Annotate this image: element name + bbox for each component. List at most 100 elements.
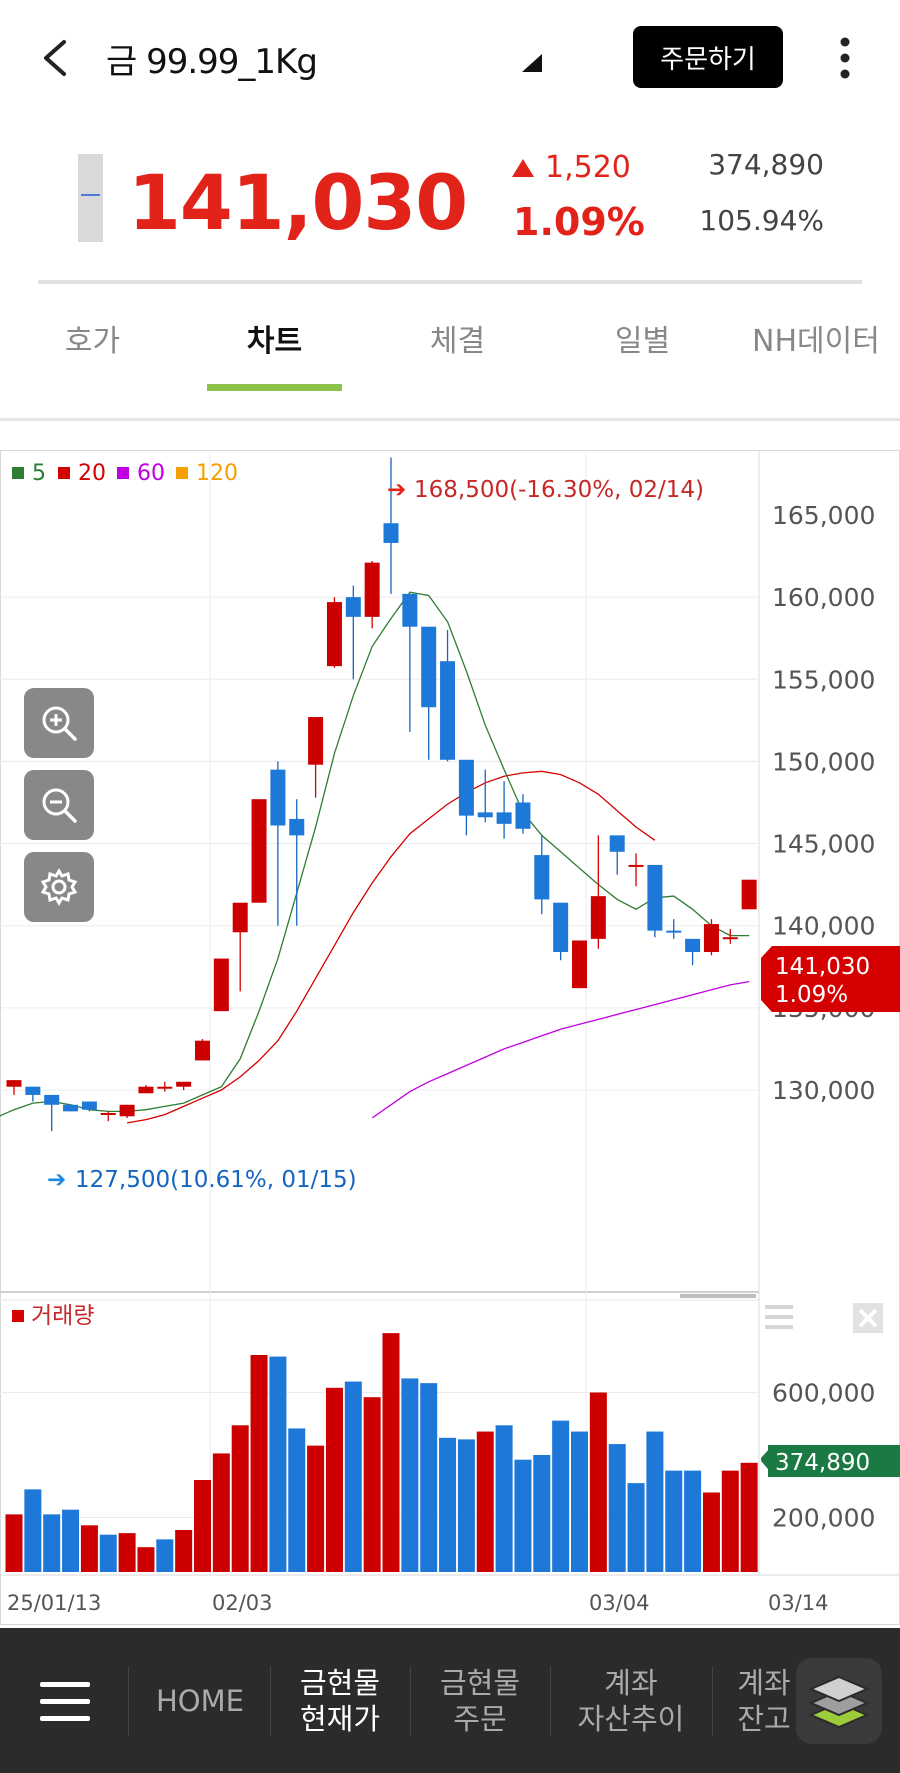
- bottom-nav: HOME 금현물 현재가 금현물 주문 계좌 자산추이 계좌 잔고: [0, 1628, 900, 1773]
- price-axis-labels: 165,000 160,000 155,000 150,000 145,000 140,0…: [772, 501, 875, 1105]
- tab-trades[interactable]: 체결: [429, 324, 486, 359]
- volume-bar: [175, 1530, 193, 1572]
- volume-tick-label: 600,000: [772, 1379, 875, 1408]
- nav-gold-order[interactable]: 금현물 주문: [412, 1628, 548, 1773]
- volume-bar: [156, 1539, 174, 1572]
- tab-daily[interactable]: 일별: [614, 324, 671, 359]
- volume-bar: [740, 1462, 758, 1572]
- nav-gold-quote[interactable]: 금현물 현재가: [272, 1628, 408, 1773]
- nav-home-label: HOME: [156, 1683, 244, 1718]
- price-tick-label: 145,000: [772, 830, 875, 859]
- pane-menu-icon[interactable]: [765, 1305, 793, 1329]
- price-indicator-box: [78, 154, 103, 242]
- ma20-line: [126, 770, 656, 1124]
- nav-gold-quote-label: 금현물 현재가: [299, 1665, 381, 1736]
- candle-body: [609, 835, 625, 852]
- divider: [0, 418, 900, 421]
- candle-body: [251, 799, 267, 903]
- candle-body: [572, 940, 587, 989]
- volume-bar: [269, 1356, 287, 1572]
- nav-asset-trend[interactable]: 계좌 자산추이: [552, 1628, 710, 1773]
- volume-bar: [533, 1455, 551, 1572]
- tab-nh-data[interactable]: NH데이터: [752, 324, 880, 359]
- tab-chart[interactable]: 차트: [246, 324, 303, 359]
- more-vertical-icon: [840, 37, 850, 79]
- candle-body: [195, 1040, 210, 1061]
- candle-body: [722, 937, 738, 940]
- candle-body: [553, 902, 569, 952]
- legend-swatch-ma60: [117, 467, 129, 479]
- current-price: 141,030: [128, 158, 468, 247]
- volume-bar: [571, 1431, 588, 1572]
- volume-bar: [665, 1470, 683, 1572]
- legend-ma120: 120: [196, 461, 238, 486]
- volume-bar: [62, 1509, 80, 1572]
- dropdown-caret-icon[interactable]: [522, 54, 542, 72]
- date-tick-label: 25/01/13: [7, 1591, 101, 1615]
- legend-swatch-ma20: [58, 467, 70, 479]
- candle-body: [270, 769, 286, 826]
- price-chart[interactable]: 165,000 160,000 155,000 150,000 145,000 140,0…: [0, 450, 900, 1625]
- chart-area[interactable]: 165,000 160,000 155,000 150,000 145,000 140,0…: [0, 450, 900, 1625]
- candle-body: [326, 602, 342, 667]
- menu-button[interactable]: [30, 1672, 100, 1730]
- zoom-in-button[interactable]: [24, 688, 94, 758]
- candle-body: [628, 864, 644, 867]
- order-button[interactable]: 주문하기: [633, 26, 783, 88]
- volume-bar: [137, 1547, 155, 1572]
- candle-body: [44, 1094, 60, 1105]
- ma-legend: 5 20 60 120: [12, 461, 238, 486]
- candle-body: [666, 930, 682, 933]
- chart-settings-button[interactable]: [24, 852, 94, 922]
- pane-close-icon[interactable]: [853, 1303, 883, 1333]
- layers-button[interactable]: [796, 1658, 882, 1744]
- more-button[interactable]: [830, 30, 860, 86]
- volume-bar: [457, 1439, 475, 1572]
- candle-body: [741, 879, 757, 910]
- nav-balance[interactable]: 계좌 잔고: [714, 1628, 814, 1773]
- volume-bar: [212, 1453, 230, 1572]
- volume-bar: [5, 1514, 23, 1572]
- volume-bar: [721, 1470, 739, 1572]
- candle-body: [496, 812, 512, 824]
- volume-bar: [476, 1431, 494, 1572]
- candle-body: [345, 597, 361, 617]
- volume-bar: [684, 1470, 702, 1572]
- badge-rate: 1.09%: [775, 982, 848, 1008]
- low-price-annotation: 127,500(10.61%, 01/15): [75, 1167, 357, 1193]
- current-price-badge: 141,030 1.09%: [761, 946, 900, 1012]
- nav-asset-trend-label: 계좌 자산추이: [577, 1665, 685, 1736]
- volume-bar: [363, 1397, 381, 1572]
- volume-bar: [250, 1355, 268, 1572]
- price-tick-label: 150,000: [772, 747, 875, 776]
- nav-balance-label: 계좌 잔고: [737, 1665, 791, 1736]
- volume-bar: [80, 1525, 98, 1572]
- legend-swatch-volume: [12, 1310, 24, 1322]
- candle-body: [232, 902, 248, 933]
- zoom-out-button[interactable]: [24, 770, 94, 840]
- volume-tick-label: 200,000: [772, 1504, 875, 1533]
- candle-body: [402, 593, 418, 627]
- price-tick-label: 165,000: [772, 501, 875, 530]
- price-tick-label: 160,000: [772, 583, 875, 612]
- candle-body: [458, 759, 474, 816]
- active-tab-indicator: [207, 384, 342, 391]
- candle-body: [440, 661, 456, 760]
- candle-body: [176, 1081, 192, 1087]
- candle-body: [213, 958, 229, 1012]
- page-title[interactable]: 금 99.99_1Kg: [106, 42, 318, 82]
- volume-bar: [325, 1387, 343, 1572]
- volume-axis-labels: 600,000 200,000: [772, 1379, 875, 1533]
- back-button[interactable]: [36, 30, 76, 86]
- date-tick-label: 03/04: [589, 1591, 650, 1615]
- tab-orderbook[interactable]: 호가: [64, 324, 121, 359]
- badge-volume: 374,890: [775, 1450, 870, 1476]
- legend-swatch-ma5: [12, 467, 24, 479]
- volume-legend: 거래량: [31, 1303, 94, 1329]
- nav-home[interactable]: HOME: [130, 1628, 270, 1773]
- trade-volume: 374,890: [708, 148, 824, 181]
- candle-body: [421, 626, 437, 708]
- high-arrow-icon: ➔: [387, 477, 406, 503]
- up-arrow-icon: [512, 159, 534, 177]
- candle-body: [703, 924, 719, 952]
